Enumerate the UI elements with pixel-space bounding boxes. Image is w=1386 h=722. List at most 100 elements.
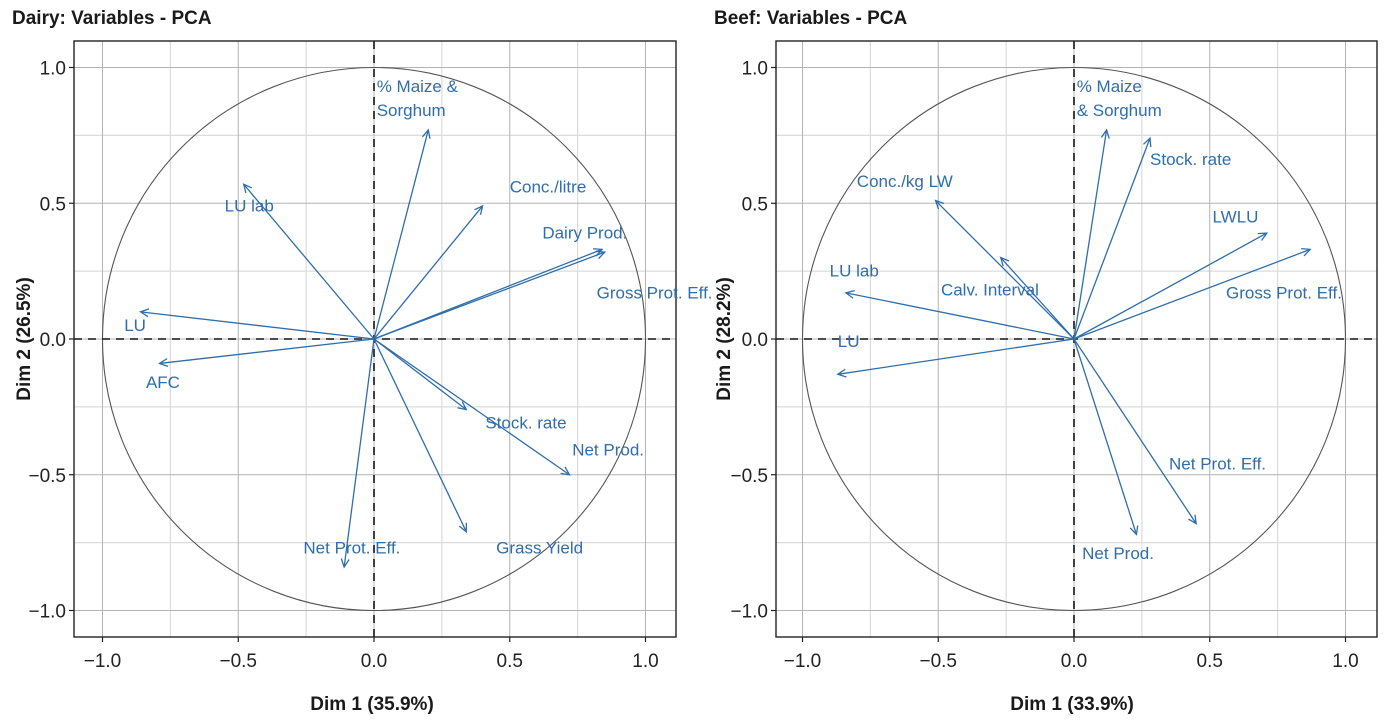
arrow-shaft [837,338,1075,375]
arrow-head [421,128,431,139]
variable-label-line: Sorghum [377,101,446,120]
x-tick-label: 1.0 [632,651,658,672]
variable-label: Grass Yield [496,538,583,557]
variable-label-line: LWLU [1212,207,1258,226]
variable-label: Net Prod. [572,441,644,460]
arrow-head [1188,514,1198,525]
variable-arrow: Stock. rate [1073,136,1231,340]
variable-label: Calv. Interval [941,281,1039,300]
arrow-shaft [1073,338,1197,524]
x-tick-label: −0.5 [919,651,957,672]
variable-label: LU [124,316,146,335]
variable-label-line: AFC [146,373,180,392]
arrow-head [457,401,468,411]
arrow-shaft [159,338,375,365]
arrow-shaft [373,338,570,476]
variable-label-line: Calv. Interval [941,281,1039,300]
y-tick-label: 0.0 [40,330,66,351]
arrow-shaft [1073,137,1151,340]
variable-arrow: Net Prod. [1073,338,1154,563]
correlation-circle [801,66,1347,612]
variable-arrow: % Maize & Sorghum [373,77,459,340]
variable-label: AFC [146,373,180,392]
x-axis-label: Dim 1 (35.9%) [310,694,434,715]
variable-arrow: Calv. Interval [941,256,1075,340]
arrow-head [836,368,847,378]
arrow-shaft [373,338,467,411]
arrow-head [999,256,1010,267]
variable-label: Net Prot. Eff. [1169,454,1266,473]
y-tick-label: −0.5 [730,466,768,487]
arrow-shaft [1073,129,1108,340]
x-tick-label: −1.0 [784,651,822,672]
arrow-head [1301,247,1312,257]
variable-label: Net Prot. Eff. [303,538,400,557]
variable-label-line: LU lab [225,196,274,215]
arrow-shaft [1073,338,1138,535]
x-tick-label: 0.5 [497,651,523,672]
variable-arrow: Conc./kg LW [857,172,1075,340]
x-tick-label: 0.0 [1061,651,1087,672]
variable-label-line: LU lab [830,262,879,281]
y-tick-label: −1.0 [730,602,768,623]
variable-label: % Maize & Sorghum [1077,77,1162,120]
arrow-head [1100,128,1110,139]
x-tick-label: −1.0 [84,651,122,672]
y-tick-label: 1.0 [40,59,66,80]
variable-label-line: Net Prot. Eff. [1169,454,1266,473]
arrow-head [1257,232,1269,241]
arrow-head [242,183,253,194]
x-tick-label: 0.5 [1197,651,1223,672]
arrow-head [1129,525,1139,536]
x-axis-label: Dim 1 (33.9%) [1010,694,1134,715]
variable-label: Stock. rate [485,414,566,433]
variable-label-line: Conc./kg LW [857,172,953,191]
variable-label-line: Stock. rate [1150,150,1231,169]
variable-arrow: Grass Yield [373,338,583,557]
variable-label: % Maize & Sorghum [377,77,459,120]
variable-label: LU [838,332,860,351]
variable-label-line: % Maize [1077,77,1142,96]
arrow-head [139,308,150,318]
variable-arrow: LU [124,308,375,340]
variable-label-line: Gross Prot. Eff. [597,283,713,302]
variable-label: Dairy Prod. [542,224,627,243]
x-tick-label: 0.0 [361,651,387,672]
y-tick-label: 1.0 [742,59,768,80]
variable-arrow: % Maize & Sorghum [1073,77,1162,340]
variable-label: Gross Prot. Eff. [597,283,713,302]
arrow-shaft [373,129,429,340]
variable-label: Conc./litre [510,177,587,196]
arrow-head [458,522,467,534]
y-tick-label: 0.0 [742,330,768,351]
arrow-head [934,199,945,210]
arrow-head [340,558,350,569]
variable-arrow: LU lab [830,262,1075,340]
y-axis-label: Dim 2 (28.2%) [714,277,735,401]
variable-label-line: Conc./litre [510,177,587,196]
x-tick-label: −0.5 [219,651,257,672]
variable-label-line: Stock. rate [485,414,566,433]
variable-arrow: Gross Prot. Eff. [1073,247,1342,340]
arrow-shaft [1000,257,1075,340]
arrow-shaft [1073,232,1268,340]
variable-arrow: Gross Prot. Eff. [373,250,713,340]
arrow-head [1143,136,1152,148]
arrow-shaft [243,183,375,340]
arrow-shaft [845,292,1075,340]
arrow-shaft [935,200,1075,340]
variable-arrow: Net Prod. [373,338,644,476]
chart-title: Beef: Variables - PCA [714,8,908,29]
variable-label-line: Net Prod. [572,441,644,460]
variable-label-line: LU [838,332,860,351]
y-tick-label: −1.0 [28,602,66,623]
arrow-head [560,466,571,476]
variable-label: LWLU [1212,207,1258,226]
variable-arrow: Conc./litre [373,177,587,340]
variable-arrow: Stock. rate [373,338,567,433]
arrow-head [593,248,604,257]
variable-label: LU lab [225,196,274,215]
variable-arrow: LU [836,332,1075,378]
arrow-shaft [140,311,375,340]
